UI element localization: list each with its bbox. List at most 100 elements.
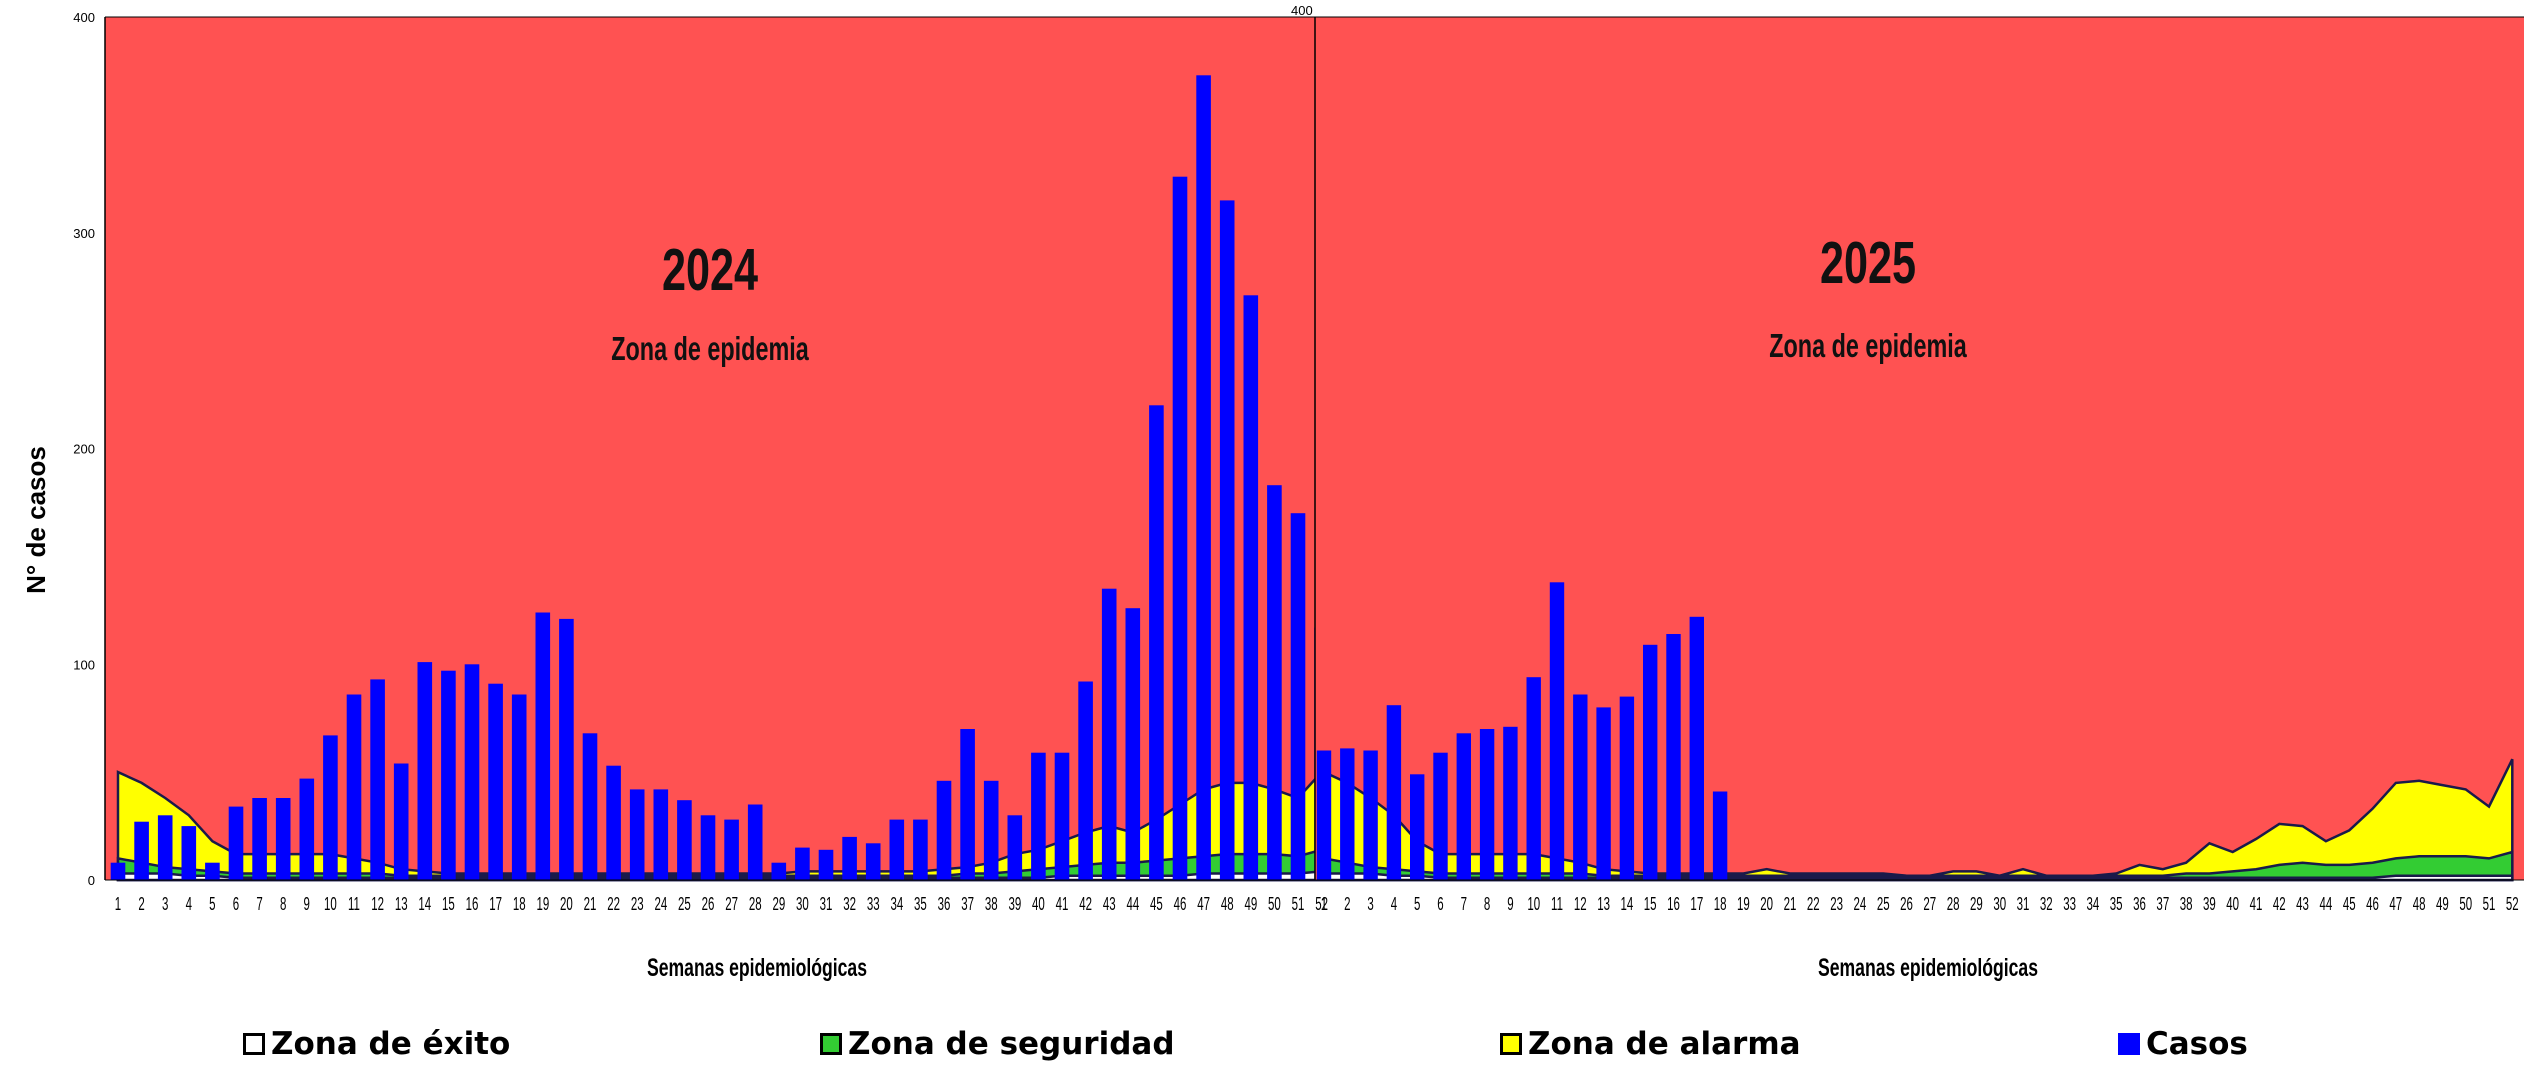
bar-casos-week-42 <box>1078 681 1093 880</box>
x-tick-label-3: 3 <box>1367 894 1373 915</box>
bar-casos-week-7 <box>252 798 267 880</box>
bar-casos-week-16 <box>464 664 480 881</box>
bar-casos-week-11 <box>1549 582 1565 880</box>
bar-casos-week-5 <box>205 862 220 880</box>
x-tick-label-15: 15 <box>1644 894 1657 915</box>
x-tick-label-39: 39 <box>2203 894 2216 915</box>
bar-casos-week-17 <box>488 683 503 880</box>
bar-casos-week-14 <box>417 662 433 880</box>
x-tick-label-41: 41 <box>1056 894 1069 915</box>
bar-casos-week-36 <box>936 780 952 880</box>
bar-casos-week-22 <box>606 765 621 880</box>
x-tick-label-12: 12 <box>371 894 384 915</box>
x-tick-label-47: 47 <box>1197 894 1210 915</box>
bar-casos-week-26 <box>700 815 716 880</box>
x-tick-label-40: 40 <box>2226 894 2239 915</box>
x-tick-label-42: 42 <box>1079 894 1092 915</box>
x-tick-label-25: 25 <box>678 894 691 915</box>
x-tick-label-26: 26 <box>702 894 715 915</box>
bar-casos-week-12 <box>1573 694 1588 880</box>
x-tick-label-9: 9 <box>1507 894 1513 915</box>
x-tick-label-28: 28 <box>749 894 762 915</box>
y-tick-label-300: 300 <box>73 226 95 241</box>
x-tick-label-49: 49 <box>1244 894 1257 915</box>
bar-casos-week-40 <box>1031 752 1046 880</box>
x-tick-label-17: 17 <box>1690 894 1703 915</box>
x-tick-label-30: 30 <box>1993 894 2006 915</box>
y-tick-label-400: 400 <box>73 10 95 25</box>
bar-casos-week-18 <box>1712 791 1728 880</box>
y-tick-label-400: 400 <box>1291 3 1313 18</box>
x-tick-label-24: 24 <box>654 894 667 915</box>
bar-casos-week-19 <box>535 612 551 880</box>
bar-casos-week-1 <box>110 862 126 880</box>
x-tick-label-11: 11 <box>348 894 360 915</box>
x-tick-label-21: 21 <box>1784 894 1797 915</box>
x-tick-label-19: 19 <box>1737 894 1750 915</box>
x-tick-label-28: 28 <box>1947 894 1960 915</box>
x-tick-label-45: 45 <box>2343 894 2356 915</box>
x-tick-label-33: 33 <box>867 894 880 915</box>
x-tick-label-36: 36 <box>2133 894 2146 915</box>
x-tick-label-11: 11 <box>1551 894 1563 915</box>
plot-background-epidemia <box>1315 17 2524 880</box>
bar-casos-week-23 <box>629 789 645 880</box>
legend-item-alarma: Zona de alarma <box>1500 1026 1801 1062</box>
bar-casos-week-8 <box>1479 729 1495 880</box>
x-tick-label-22: 22 <box>1807 894 1820 915</box>
x-tick-label-33: 33 <box>2063 894 2076 915</box>
bar-casos-week-9 <box>299 778 315 880</box>
x-tick-label-16: 16 <box>1667 894 1680 915</box>
bar-casos-week-51 <box>1290 513 1306 880</box>
x-tick-label-17: 17 <box>489 894 502 915</box>
x-tick-label-52: 52 <box>2506 894 2519 915</box>
y-tick-label-100: 100 <box>73 657 95 672</box>
legend-swatch-alarma <box>1500 1033 1522 1055</box>
bar-casos-week-6 <box>1433 752 1448 880</box>
bar-casos-week-37 <box>960 729 975 880</box>
panel-year-title: 2025 <box>1820 230 1916 296</box>
x-tick-label-32: 32 <box>843 894 856 915</box>
x-tick-label-21: 21 <box>584 894 597 915</box>
bar-casos-week-38 <box>983 780 999 880</box>
bar-casos-week-34 <box>889 819 905 880</box>
x-tick-label-6: 6 <box>233 894 239 915</box>
y-tick-label-200: 200 <box>73 442 95 457</box>
x-tick-label-13: 13 <box>395 894 408 915</box>
bar-casos-week-48 <box>1219 200 1235 880</box>
x-tick-label-14: 14 <box>1620 894 1633 915</box>
x-tick-label-29: 29 <box>772 894 785 915</box>
x-tick-label-37: 37 <box>961 894 974 915</box>
x-tick-label-24: 24 <box>1854 894 1867 915</box>
x-tick-label-23: 23 <box>1830 894 1843 915</box>
bar-casos-week-13 <box>1596 707 1611 880</box>
x-tick-label-9: 9 <box>304 894 310 915</box>
bar-casos-week-24 <box>653 789 669 880</box>
bar-casos-week-30 <box>795 847 810 880</box>
bar-casos-week-25 <box>677 800 692 880</box>
x-tick-label-8: 8 <box>280 894 287 915</box>
bar-casos-week-2 <box>134 821 149 880</box>
x-axis-title: Semanas epidemiológicas <box>1818 953 2038 982</box>
x-tick-label-51: 51 <box>1292 894 1305 915</box>
legend-item-casos: Casos <box>2118 1026 2248 1062</box>
x-tick-label-18: 18 <box>513 894 526 915</box>
legend-swatch-seguridad <box>820 1033 842 1055</box>
x-tick-label-20: 20 <box>1760 894 1773 915</box>
x-axis-title: Semanas epidemiológicas <box>647 953 867 982</box>
legend-label-exito: Zona de éxito <box>271 1026 511 1062</box>
legend-item-seguridad: Zona de seguridad <box>820 1026 1175 1062</box>
x-tick-label-41: 41 <box>2250 894 2263 915</box>
legend-label-seguridad: Zona de seguridad <box>848 1026 1175 1062</box>
bar-casos-week-28 <box>747 804 763 880</box>
bar-casos-week-11 <box>346 694 362 880</box>
legend-swatch-casos <box>2118 1033 2140 1055</box>
panel-year-title: 2024 <box>662 237 758 303</box>
bar-casos-week-21 <box>582 733 598 880</box>
x-tick-label-25: 25 <box>1877 894 1890 915</box>
x-tick-label-2: 2 <box>1344 894 1350 915</box>
bar-casos-week-31 <box>818 849 834 880</box>
x-tick-label-35: 35 <box>2110 894 2123 915</box>
x-tick-label-52: 52 <box>1315 894 1328 915</box>
